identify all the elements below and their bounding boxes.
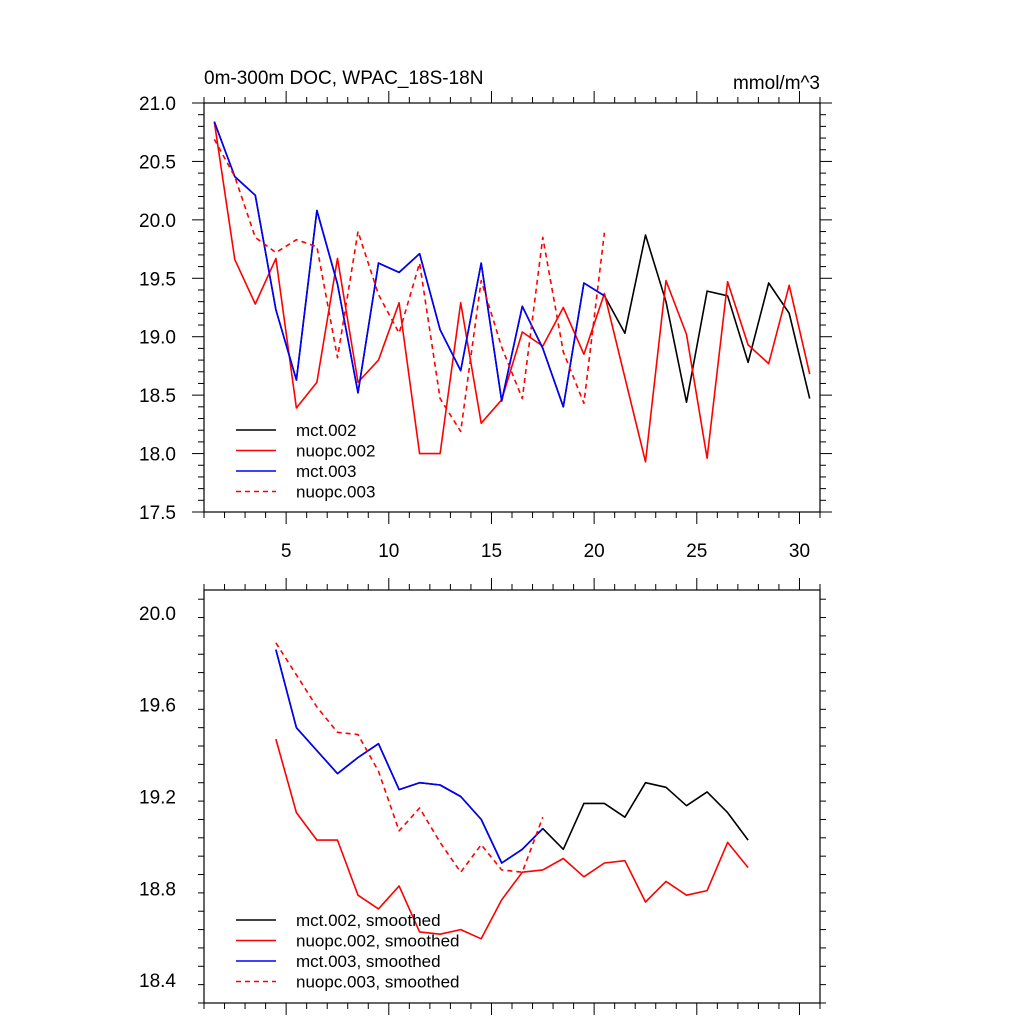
series-line-mct-002-smoothed bbox=[275, 649, 749, 864]
series-line-nuopc-003-smoothed bbox=[275, 642, 544, 874]
legend-label: mct.003, smoothed bbox=[296, 952, 441, 971]
y-tick-label: 18.5 bbox=[139, 386, 176, 407]
legend-label: mct.003 bbox=[296, 462, 356, 481]
y-tick-label: 19.2 bbox=[139, 788, 176, 809]
top-panel: 5 10 15 20 25 30 17.5 18.0 18.5 19.0 19.5 20.0 20.5 2… bbox=[139, 91, 832, 562]
series-line-nuopc-002-smoothed bbox=[275, 738, 749, 940]
legend-label: mct.002, smoothed bbox=[296, 911, 441, 930]
y-tick-label: 18.4 bbox=[139, 971, 176, 992]
y-tick-label: 19.6 bbox=[139, 696, 176, 717]
units-label: mmol/m^3 bbox=[733, 73, 820, 94]
legend-label: nuopc.003 bbox=[296, 483, 375, 502]
legend-label: nuopc.002 bbox=[296, 442, 375, 461]
legend-label: mct.002 bbox=[296, 421, 356, 440]
y-tick-label: 20.0 bbox=[139, 211, 176, 232]
y-tick-label: 18.8 bbox=[139, 879, 176, 900]
series-line-nuopc-002 bbox=[213, 121, 811, 463]
x-tick-label: 15 bbox=[481, 541, 502, 562]
legend-label: nuopc.002, smoothed bbox=[296, 932, 460, 951]
x-tick-label: 30 bbox=[789, 541, 810, 562]
series-line-nuopc-003 bbox=[213, 138, 606, 433]
y-tick-label: 19.0 bbox=[139, 328, 176, 349]
x-tick-label: 20 bbox=[584, 541, 605, 562]
series-line-mct-003-smoothed bbox=[275, 649, 544, 864]
y-tick-label: 19.5 bbox=[139, 269, 176, 290]
series-line-mct-003 bbox=[213, 121, 605, 408]
y-tick-label: 20.0 bbox=[139, 604, 176, 625]
y-tick-label: 17.5 bbox=[139, 503, 176, 524]
x-tick-label: 10 bbox=[378, 541, 399, 562]
legend-label: nuopc.003, smoothed bbox=[296, 973, 460, 992]
x-tick-label: 25 bbox=[686, 541, 707, 562]
x-tick-label: 5 bbox=[281, 541, 292, 562]
y-tick-label: 21.0 bbox=[139, 94, 176, 115]
bottom-panel: 18.4 18.8 19.2 19.6 20.0 mct.002, smoothed nuo… bbox=[139, 578, 826, 1015]
y-tick-label: 18.0 bbox=[139, 445, 176, 466]
y-tick-label: 20.5 bbox=[139, 152, 176, 173]
chart-title: 0m-300m DOC, WPAC_18S-18N bbox=[204, 68, 483, 89]
